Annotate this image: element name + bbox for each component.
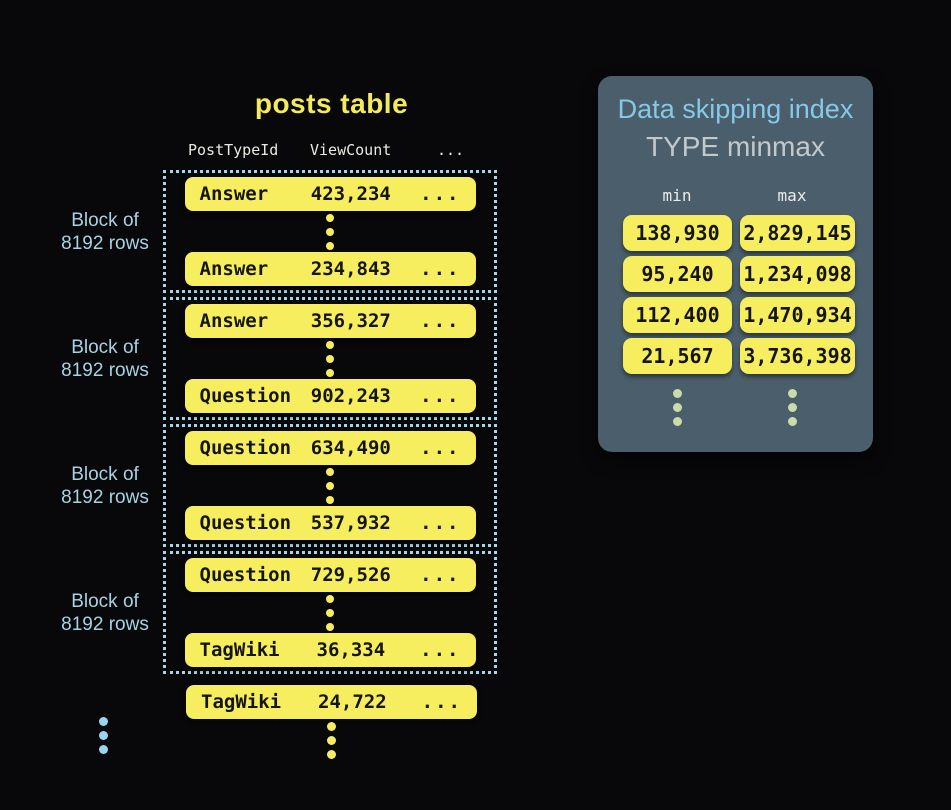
row-ellipsis: ... <box>420 183 461 205</box>
block-outline: Answer 423,234 ... Answer 234,843 ... <box>163 170 497 293</box>
column-header-viewcount: ViewCount <box>310 141 392 159</box>
min-value-pill: 21,567 <box>623 338 732 374</box>
table-row: Question 634,490 ... <box>184 431 476 465</box>
table-row: Question 902,243 ... <box>184 379 476 413</box>
block-label-line1: Block of <box>71 591 139 612</box>
table-row: TagWiki 24,722 ... <box>186 685 477 719</box>
row-posttype: Question <box>199 385 292 407</box>
row-viewcount: 36,334 <box>316 639 386 661</box>
max-column-header: max <box>777 186 807 205</box>
max-value-pill: 2,829,145 <box>740 215 855 251</box>
row-viewcount: 356,327 <box>310 310 391 332</box>
vertical-ellipsis-icon <box>673 389 682 426</box>
vertical-ellipsis-icon <box>326 213 334 250</box>
column-header-posttypeid: PostTypeId <box>188 141 279 159</box>
data-skipping-index-panel: Data skipping index TYPE minmax min max … <box>598 76 873 452</box>
column-header-ellipsis: ... <box>437 141 465 159</box>
row-ellipsis: ... <box>420 512 461 534</box>
block-label-line2: 8192 rows <box>61 614 149 635</box>
max-value-pill: 1,470,934 <box>740 297 855 333</box>
row-viewcount: 634,490 <box>310 437 391 459</box>
max-value-pill: 1,234,098 <box>740 256 855 292</box>
vertical-ellipsis-icon <box>99 717 108 754</box>
table-row: Answer 234,843 ... <box>184 252 476 286</box>
block-outline: Question 634,490 ... Question 537,932 ..… <box>163 424 497 547</box>
row-ellipsis: ... <box>420 310 461 332</box>
block-label-line1: Block of <box>71 337 139 358</box>
vertical-ellipsis-icon <box>327 722 336 759</box>
table-row: Answer 356,327 ... <box>184 304 476 338</box>
block-label: Block of 8192 rows <box>35 590 175 636</box>
block-label-line1: Block of <box>71 210 139 231</box>
block-label-line2: 8192 rows <box>61 233 149 254</box>
max-value-pill: 3,736,398 <box>740 338 855 374</box>
row-posttype: Answer <box>199 258 269 280</box>
row-viewcount: 537,932 <box>310 512 391 534</box>
min-column-header: min <box>662 186 692 205</box>
index-panel-subtitle: TYPE minmax <box>646 131 825 162</box>
table-row: Question 537,932 ... <box>184 506 476 540</box>
row-viewcount: 729,526 <box>310 564 391 586</box>
vertical-ellipsis-icon <box>326 467 334 504</box>
posts-table-title: posts table <box>254 88 409 119</box>
row-posttype: Answer <box>199 310 269 332</box>
min-value-pill: 95,240 <box>623 256 732 292</box>
block-outline: Answer 356,327 ... Question 902,243 ... <box>163 297 497 420</box>
row-posttype: Question <box>199 512 292 534</box>
row-viewcount: 24,722 <box>318 691 387 713</box>
row-viewcount: 234,843 <box>310 258 391 280</box>
min-value-pill: 138,930 <box>623 215 732 251</box>
table-row: TagWiki 36,334 ... <box>184 633 476 667</box>
block-label: Block of 8192 rows <box>35 336 175 382</box>
vertical-ellipsis-icon <box>326 340 334 377</box>
vertical-ellipsis-icon <box>788 389 797 426</box>
row-viewcount: 902,243 <box>310 385 391 407</box>
row-ellipsis: ... <box>421 691 462 713</box>
row-ellipsis: ... <box>420 258 461 280</box>
row-posttype: TagWiki <box>199 639 280 661</box>
min-value-pill: 112,400 <box>623 297 732 333</box>
table-row: Question 729,526 ... <box>184 558 476 592</box>
block-label-line2: 8192 rows <box>61 360 149 381</box>
row-ellipsis: ... <box>420 564 461 586</box>
row-viewcount: 423,234 <box>310 183 391 205</box>
row-ellipsis: ... <box>420 639 461 661</box>
row-posttype: Answer <box>199 183 269 205</box>
row-posttype: Question <box>199 437 292 459</box>
block-label: Block of 8192 rows <box>35 209 175 255</box>
block-label-line1: Block of <box>71 464 139 485</box>
block-label-line2: 8192 rows <box>61 487 149 508</box>
block-label: Block of 8192 rows <box>35 463 175 509</box>
index-panel-title: Data skipping index <box>617 94 854 124</box>
row-ellipsis: ... <box>420 385 461 407</box>
block-outline: Question 729,526 ... TagWiki 36,334 ... <box>163 551 497 674</box>
row-posttype: TagWiki <box>201 691 282 713</box>
table-row: Answer 423,234 ... <box>184 177 476 211</box>
row-posttype: Question <box>199 564 292 586</box>
vertical-ellipsis-icon <box>326 594 334 631</box>
row-ellipsis: ... <box>420 437 461 459</box>
